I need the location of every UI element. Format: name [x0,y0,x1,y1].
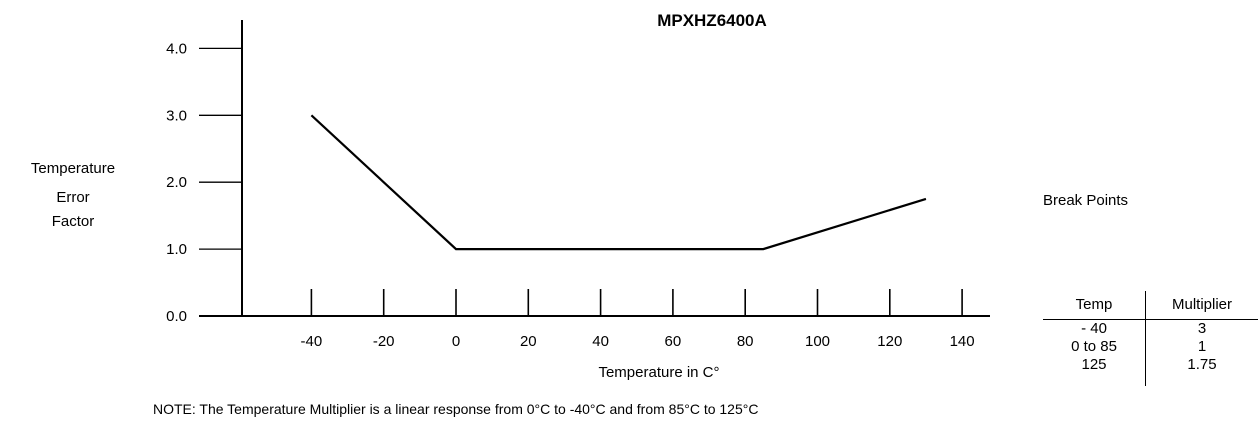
x-tick-label: -40 [301,333,323,350]
multiplier-cell: 1 [1197,338,1207,355]
y-tick-label: 2.0 [166,174,187,191]
x-tick-label: 140 [950,333,975,350]
x-tick-label: 0 [452,333,460,350]
y-tick-label: 1.0 [166,241,187,258]
x-axis-ticks: -40 -20 0 20 40 60 80 100 120 140 [301,289,975,350]
x-tick-label: 80 [737,333,754,350]
header-temp: Temp [1043,291,1146,320]
temp-cell: 0 to 85 [1043,338,1146,356]
y-tick-label: 0.0 [166,308,187,325]
x-tick-label: 60 [665,333,682,350]
break-points-title: Break Points [1043,192,1129,209]
x-tick-label: -20 [373,333,395,350]
data-series [310,114,927,251]
break-points-table: Temp Multiplier - 40 3 0 to 85 1 125 1.7… [1043,291,1258,386]
table-row: 125 1.75 [1043,356,1258,386]
note-text: NOTE: The Temperature Multiplier is a li… [153,401,758,417]
x-tick-label: 40 [592,333,609,350]
y-axis-label-line-3: Factor [52,213,95,230]
table-row: - 40 3 [1043,319,1258,338]
x-tick-label: 120 [877,333,902,350]
multiplier-cell: 3 [1197,320,1207,337]
x-axis-label: Temperature in C° [598,364,719,381]
header-multiplier: Multiplier [1145,291,1258,320]
x-tick-label: 100 [805,333,830,350]
chart-title: MPXHZ6400A [657,11,767,30]
multiplier-cell: 1.75 [1187,356,1217,373]
table-row: 0 to 85 1 [1043,338,1258,356]
y-tick-label: 3.0 [166,107,187,124]
y-tick-label: 4.0 [166,40,187,57]
temp-cell: 125 [1043,356,1146,386]
chart-axes [199,20,990,317]
temp-cell: - 40 [1043,319,1146,338]
y-axis-label-line-2: Error [56,189,89,206]
y-axis-ticks: 0.0 1.0 2.0 3.0 4.0 [166,40,242,325]
table-header-row: Temp Multiplier [1043,291,1258,320]
x-tick-label: 20 [520,333,537,350]
error-factor-line [310,114,927,251]
y-axis-label-line-1: Temperature [31,160,115,177]
